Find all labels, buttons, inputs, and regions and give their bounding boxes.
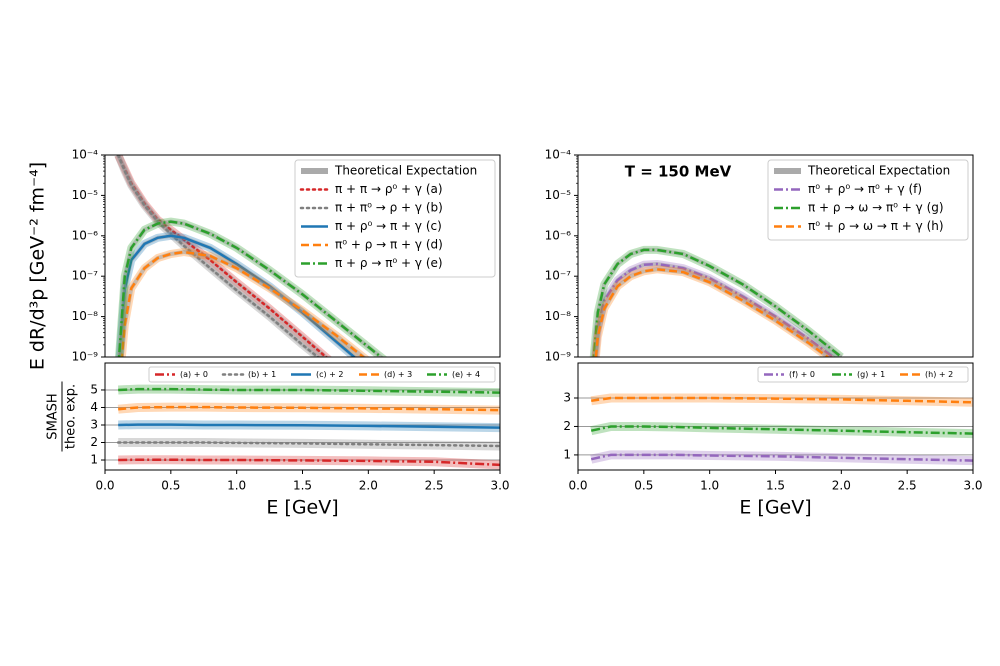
series-line [116, 155, 320, 357]
legend-label: Theoretical Expectation [334, 164, 477, 178]
y-tick-label: 4 [90, 400, 98, 414]
series-line [590, 453, 973, 462]
series-line [118, 405, 500, 412]
x-tick-label: 0.0 [95, 479, 114, 493]
y-tick-label: 10⁻⁹ [545, 350, 572, 364]
legend-label: (e) + 4 [452, 370, 480, 379]
y-axis-label: theo. exp. [64, 384, 79, 449]
series-line [594, 268, 830, 357]
plot-area [105, 384, 500, 470]
legend-label: (a) + 0 [180, 370, 208, 379]
y-axis-label: SMASH [46, 393, 61, 439]
series-line [591, 396, 973, 404]
y-tick-label: 10⁻⁶ [72, 228, 99, 242]
x-axis-label: E [GeV] [266, 497, 338, 519]
x-tick-label: 1.0 [227, 479, 246, 493]
y-tick-label: 10⁻⁸ [72, 309, 99, 323]
x-tick-label: 1.5 [293, 479, 312, 493]
legend-box [767, 159, 969, 241]
y-tick-label: 10⁻⁴ [72, 148, 99, 162]
y-tick-label: 2 [563, 419, 571, 433]
y-tick-label: 10⁻⁸ [545, 309, 572, 323]
y-tick-label: 10⁻⁵ [545, 188, 572, 202]
y-tick-label: 10⁻⁵ [72, 188, 99, 202]
x-tick-label: 2.0 [359, 479, 378, 493]
y-tick-label: 10⁻⁴ [545, 148, 572, 162]
legend-box [148, 366, 496, 383]
x-tick-label: 2.5 [898, 479, 917, 493]
series-line [592, 248, 843, 357]
axes-frame [104, 362, 501, 471]
x-tick-label: 2.5 [425, 479, 444, 493]
series-line [590, 425, 973, 435]
y-tick-label: 10⁻⁶ [545, 228, 572, 242]
plot-area [114, 155, 388, 357]
y-tick-label: 1 [563, 447, 571, 461]
x-tick-label: 0.0 [568, 479, 587, 493]
legend-label: (d) + 3 [384, 370, 412, 379]
axes-frame [577, 154, 974, 358]
legend-label: (h) + 2 [925, 370, 953, 379]
legend-label: π⁰ + ρ⁰ → π⁰ + γ (f) [808, 182, 922, 196]
series-line [116, 441, 500, 448]
y-tick-label: 2 [90, 435, 98, 449]
legend-label: π + ρ → π⁰ + γ (e) [335, 256, 443, 270]
legend-label: π⁰ + ρ → ω → π + γ (h) [808, 219, 944, 233]
legend-label: Theoretical Expectation [807, 164, 950, 178]
legend-label: π + π → ρ⁰ + γ (a) [335, 182, 443, 196]
plot-area [578, 393, 973, 466]
x-tick-label: 2.0 [832, 479, 851, 493]
x-axis-label: E [GeV] [739, 497, 811, 519]
y-tick-label: 10⁻⁷ [72, 269, 99, 283]
legend-label: π + π⁰ → ρ + γ (b) [335, 201, 443, 215]
series-line [120, 250, 366, 357]
legend-label: (b) + 1 [248, 370, 276, 379]
legend-label: π + ρ → ω → π⁰ + γ (g) [808, 201, 944, 215]
legend-label: (f) + 0 [789, 370, 815, 379]
y-tick-label: 5 [90, 382, 98, 396]
series-line [593, 262, 836, 357]
y-axis-label: E dR/d³p [GeV⁻² fm⁻⁴] [27, 162, 49, 370]
x-tick-label: 3.0 [490, 479, 509, 493]
legend-box [294, 159, 496, 278]
x-tick-label: 3.0 [963, 479, 982, 493]
legend-label: π + ρ⁰ → π + γ (c) [335, 219, 442, 233]
legend-label: (g) + 1 [857, 370, 885, 379]
plot-area [589, 245, 844, 357]
x-tick-label: 1.0 [700, 479, 719, 493]
y-tick-label: 10⁻⁹ [72, 350, 99, 364]
y-tick-label: 3 [563, 391, 571, 405]
legend-label: π⁰ + ρ → π + γ (d) [335, 238, 443, 252]
series-line [118, 387, 500, 394]
x-tick-label: 0.5 [634, 479, 653, 493]
y-tick-label: 1 [90, 453, 98, 467]
axes-frame [577, 362, 974, 471]
series-line [117, 220, 383, 357]
y-tick-label: 3 [90, 417, 98, 431]
axes-frame [104, 154, 501, 358]
x-tick-label: 1.5 [766, 479, 785, 493]
y-tick-label: 10⁻⁷ [545, 269, 572, 283]
annotation: T = 150 MeV [625, 163, 732, 181]
legend-label: (c) + 2 [316, 370, 344, 379]
legend-box [757, 366, 969, 383]
series-line [118, 423, 500, 429]
x-tick-label: 0.5 [161, 479, 180, 493]
series-line [118, 458, 500, 467]
